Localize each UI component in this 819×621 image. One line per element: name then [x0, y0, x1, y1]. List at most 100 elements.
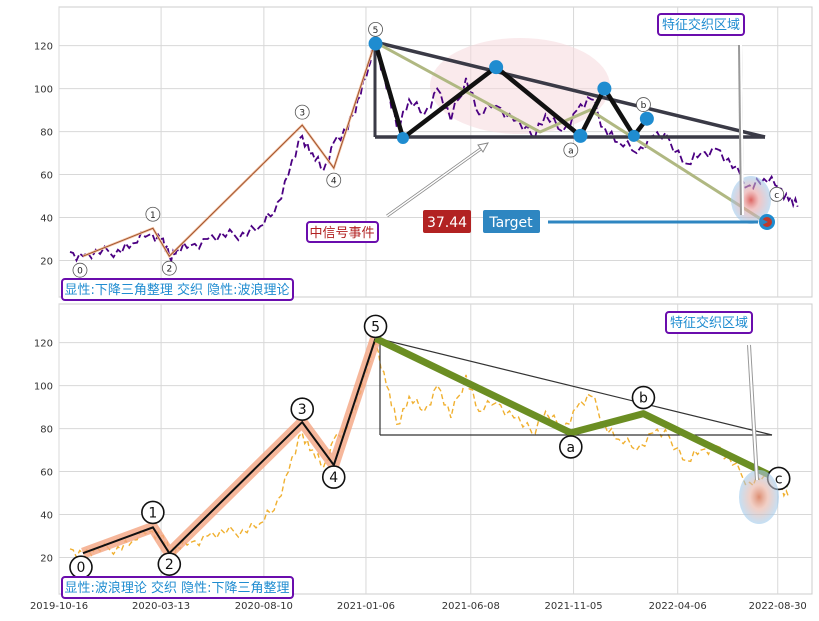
top-panel-pivot-dots [368, 36, 654, 145]
y-tick-label: 40 [40, 214, 53, 225]
wave-label-marker [321, 465, 346, 489]
x-tick-label: 2019-10-16 [30, 601, 88, 612]
target-label-box [483, 210, 540, 233]
wave-label: 1 [148, 505, 157, 521]
pattern-label-box-top [61, 278, 294, 301]
y-tick-label: 120 [34, 339, 53, 350]
wave-label: 5 [371, 319, 380, 335]
price-label-box [423, 210, 471, 233]
wave-path-line [82, 41, 376, 258]
wave-label: a [568, 147, 574, 157]
pivot-dot [368, 36, 383, 51]
y-tick-label: 60 [40, 171, 53, 182]
wave-label-marker [294, 104, 310, 120]
wave-label-marker [145, 206, 161, 222]
wave-label: 2 [166, 265, 172, 275]
price-line [69, 37, 799, 265]
target-arrow-head [760, 218, 768, 226]
triangle-upper-line [374, 40, 766, 139]
signal-label: 中信号事件 [309, 226, 374, 241]
zone-label-box-top [657, 13, 745, 36]
top-panel-y-ticks: 20 40 60 80 100 120 [34, 42, 53, 268]
impulse-line [82, 338, 377, 555]
wave-label-marker [161, 260, 177, 276]
x-tick-label: 2020-08-10 [235, 601, 293, 612]
wave-label-marker [141, 500, 165, 525]
x-tick-label: 2020-03-13 [132, 601, 190, 612]
y-tick-label: 80 [40, 425, 53, 436]
wave-label: 1 [150, 211, 156, 221]
pattern-label-bottom: 显性:波浪理论 交织 隐性:下降三角整理 [64, 580, 289, 596]
bottom-impulse-wave [81, 336, 381, 559]
top-panel-wave-labels: 0 1 2 3 4 5 a b c [72, 21, 785, 278]
signal-arrow-inner [386, 147, 483, 217]
zone-label-bottom: 特征交织区域 [670, 315, 748, 331]
y-tick-label: 80 [40, 128, 53, 139]
pivot-dot [396, 132, 409, 145]
wave-label: 4 [331, 177, 337, 187]
top-panel-price-series [69, 37, 799, 265]
wave-label-marker [290, 397, 315, 421]
top-zone-arrow-inner [740, 44, 744, 216]
y-tick-label: 20 [40, 553, 53, 564]
x-tick-label: 2021-11-05 [544, 601, 602, 612]
wave-label: c [774, 191, 779, 201]
y-tick-label: 60 [40, 468, 53, 479]
target-label: Target [488, 215, 533, 231]
wave-label-marker [368, 21, 383, 37]
wave-label: a [567, 440, 576, 456]
pivot-dot [573, 128, 588, 143]
wave-label-marker [563, 142, 579, 158]
bottom-panel-y-ticks: 20 40 60 80 100 120 [34, 339, 53, 565]
zone-label-top: 特征交织区域 [662, 17, 740, 33]
wave-label-marker [559, 435, 583, 459]
pattern-label-top: 显性:下降三角整理 交织 隐性:波浪理论 [64, 282, 289, 298]
pivot-dot [639, 111, 654, 126]
wave-label: 5 [373, 26, 379, 36]
x-tick-label: 2022-08-30 [749, 601, 807, 612]
wave-label: 3 [299, 109, 305, 119]
wave-label-marker [636, 97, 651, 112]
bottom-triangle-upper-line [379, 338, 773, 436]
signal-arrow-head [477, 142, 489, 153]
wave-label: 0 [77, 267, 83, 277]
pivot-dot [627, 129, 640, 142]
corrective-line [373, 335, 791, 488]
top-panel: 20 40 60 80 100 120 0 1 2 3 4 5 a b c [34, 6, 813, 301]
wave-label-marker [631, 385, 656, 410]
wave-label: c [775, 471, 783, 487]
wave-label-marker [72, 262, 88, 278]
wave-label: 2 [165, 557, 174, 573]
zone-label-box-bottom [665, 311, 753, 334]
y-tick-label: 20 [40, 256, 53, 267]
wave-label: b [641, 101, 647, 111]
x-tick-label: 2021-01-06 [337, 601, 395, 612]
pivot-dot [597, 81, 612, 96]
price-label: 37.44 [427, 215, 467, 231]
wave-label-marker [363, 314, 388, 339]
wave-label: 3 [298, 402, 307, 418]
wave-label: 4 [329, 470, 338, 486]
y-tick-label: 100 [34, 85, 53, 96]
wave-label: b [639, 391, 648, 407]
y-tick-label: 40 [40, 511, 53, 522]
wave-label-marker [326, 172, 342, 188]
bottom-corrective-wave [373, 335, 791, 488]
pivot-dot [489, 60, 504, 75]
bottom-zone-arrow-inner [748, 344, 758, 481]
top-panel-grid [58, 7, 812, 297]
wave-label-marker [157, 552, 182, 576]
x-tick-label: 2021-06-08 [442, 601, 500, 612]
signal-label-box [306, 221, 379, 243]
wave-label: 0 [77, 560, 86, 576]
y-tick-label: 100 [34, 382, 53, 393]
bottom-panel-grid [58, 304, 812, 594]
y-tick-label: 120 [34, 42, 53, 53]
top-panel-wave-path [82, 41, 377, 259]
pattern-label-box-bottom [61, 576, 294, 599]
bottom-panel-x-ticks: 2019-10-16 2020-03-13 2020-08-10 2021-01-06… [30, 601, 807, 612]
x-tick-label: 2022-04-06 [649, 601, 707, 612]
